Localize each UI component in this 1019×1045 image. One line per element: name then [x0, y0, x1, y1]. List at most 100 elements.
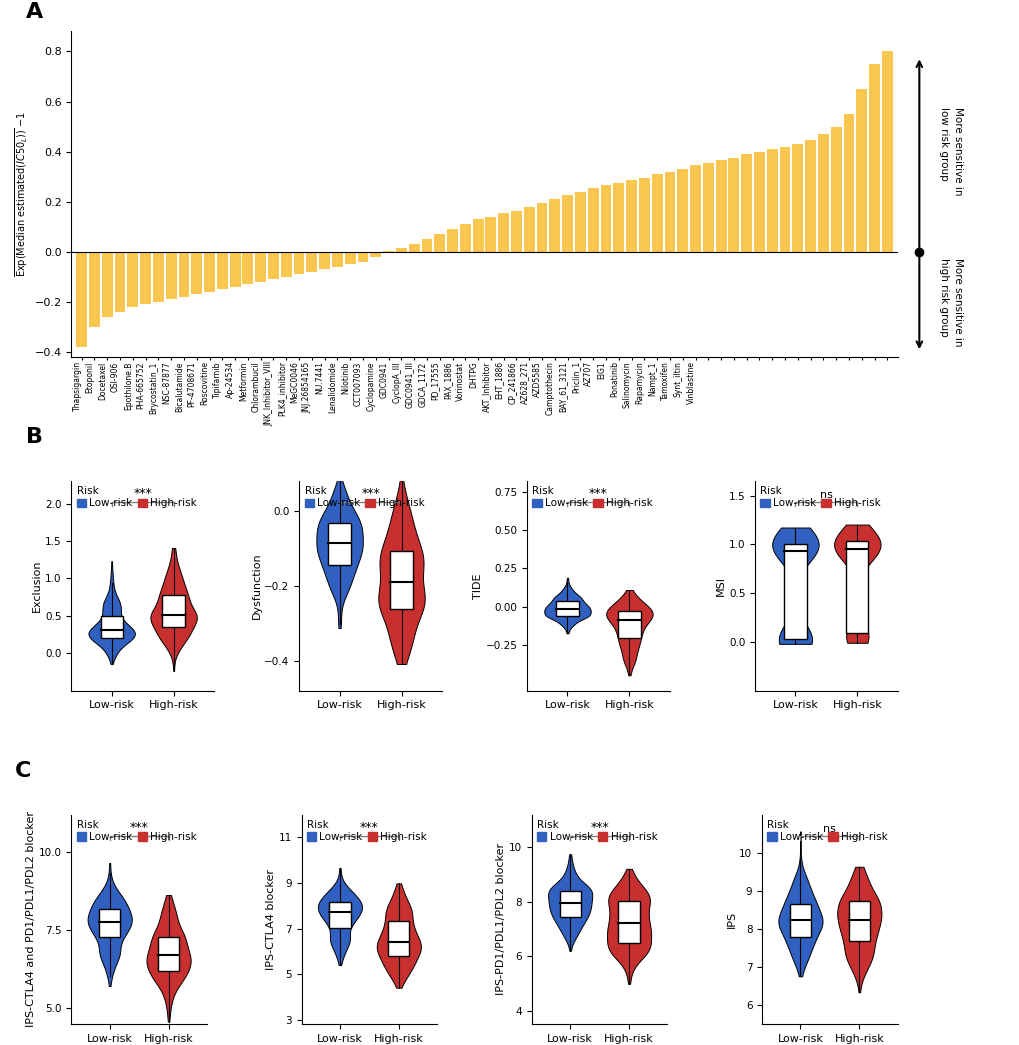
Bar	[846, 541, 867, 633]
Legend: Low-risk, High-risk: Low-risk, High-risk	[537, 820, 656, 842]
Y-axis label: Exp(Median estimated($IC50_H$))
$\overline{\mathrm{Exp}(\mathrm{Median\ estimate: Exp(Median estimated($IC50_H$)) $\overli…	[0, 111, 31, 277]
Bar	[395, 248, 407, 252]
Bar	[843, 114, 854, 252]
Bar	[472, 219, 483, 252]
Bar	[460, 225, 471, 252]
Bar	[158, 937, 179, 972]
Bar	[856, 89, 866, 252]
Bar	[575, 191, 585, 252]
Bar	[114, 252, 125, 312]
Bar	[306, 252, 317, 272]
Bar	[536, 203, 547, 252]
Bar	[881, 51, 892, 252]
Legend: Low-risk, High-risk: Low-risk, High-risk	[307, 820, 427, 842]
Bar	[204, 252, 215, 292]
Bar	[868, 64, 879, 252]
Y-axis label: Dysfunction: Dysfunction	[252, 553, 261, 620]
Y-axis label: IPS-PD1/PDL1/PDL2 blocker: IPS-PD1/PDL1/PDL2 blocker	[496, 843, 505, 996]
Legend: Low-risk, High-risk: Low-risk, High-risk	[759, 486, 879, 509]
Bar	[829, 126, 841, 252]
Bar	[789, 904, 810, 936]
Text: C: C	[14, 761, 31, 781]
Bar	[165, 252, 176, 300]
Bar	[511, 210, 522, 252]
Text: ***: ***	[129, 820, 149, 834]
Bar	[370, 252, 381, 257]
Bar	[229, 252, 240, 287]
Bar	[162, 596, 184, 627]
Bar	[409, 245, 419, 252]
Bar	[102, 252, 112, 317]
Bar	[331, 252, 342, 266]
Bar	[690, 165, 700, 252]
Bar	[555, 601, 578, 616]
Bar	[600, 185, 610, 252]
Bar	[434, 234, 444, 252]
Bar	[358, 252, 368, 262]
Legend: Low-risk, High-risk: Low-risk, High-risk	[305, 486, 424, 509]
Bar	[101, 616, 122, 637]
Bar	[255, 252, 266, 282]
Bar	[848, 901, 869, 942]
Bar	[217, 252, 227, 289]
Bar	[612, 183, 624, 252]
Text: More sensitive in
high risk group: More sensitive in high risk group	[937, 258, 962, 346]
Y-axis label: TIDE: TIDE	[473, 573, 482, 599]
Bar	[792, 144, 803, 252]
Y-axis label: MSI: MSI	[715, 576, 726, 596]
Bar	[784, 543, 806, 640]
Bar	[741, 154, 751, 252]
Bar	[446, 229, 458, 252]
Y-axis label: Exclusion: Exclusion	[33, 560, 42, 612]
Bar	[89, 252, 100, 327]
Text: ***: ***	[361, 487, 379, 501]
Bar	[280, 252, 291, 277]
Bar	[618, 901, 639, 944]
Bar	[328, 522, 351, 564]
Bar	[178, 252, 190, 297]
Text: A: A	[25, 2, 43, 22]
Bar	[319, 252, 330, 270]
Bar	[344, 252, 356, 264]
Text: ns: ns	[819, 490, 832, 501]
Bar	[753, 152, 764, 252]
Bar	[497, 213, 508, 252]
Bar	[618, 611, 640, 637]
Bar	[388, 922, 409, 956]
Bar	[390, 551, 413, 609]
Bar	[715, 160, 726, 252]
Y-axis label: IPS-CTLA4 and PD1/PDL1/PDL2 blocker: IPS-CTLA4 and PD1/PDL1/PDL2 blocker	[25, 811, 36, 1027]
Bar	[677, 169, 688, 252]
Legend: Low-risk, High-risk: Low-risk, High-risk	[766, 820, 887, 842]
Bar	[559, 890, 580, 916]
Y-axis label: IPS-CTLA4 blocker: IPS-CTLA4 blocker	[266, 868, 275, 970]
Bar	[663, 171, 675, 252]
Legend: Low-risk, High-risk: Low-risk, High-risk	[532, 486, 652, 509]
Y-axis label: IPS: IPS	[726, 911, 736, 928]
Bar	[268, 252, 278, 279]
Bar	[587, 188, 598, 252]
Bar	[804, 140, 815, 252]
Bar	[99, 909, 120, 936]
Text: ***: ***	[589, 487, 607, 501]
Bar	[293, 252, 305, 275]
Bar	[383, 251, 393, 252]
Text: ns: ns	[822, 823, 836, 834]
Bar	[549, 200, 559, 252]
Legend: Low-risk, High-risk: Low-risk, High-risk	[76, 486, 197, 509]
Text: ***: ***	[133, 487, 152, 501]
Bar	[638, 178, 649, 252]
Bar	[329, 902, 351, 928]
Bar	[651, 175, 662, 252]
Bar	[817, 134, 828, 252]
Text: More sensitive in
low risk group: More sensitive in low risk group	[937, 108, 962, 195]
Bar	[728, 158, 739, 252]
Text: ***: ***	[590, 820, 608, 834]
Bar	[524, 207, 534, 252]
Bar	[626, 181, 637, 252]
Bar	[485, 216, 496, 252]
Bar	[76, 252, 87, 347]
Bar	[561, 195, 573, 252]
Bar	[127, 252, 139, 307]
Bar	[702, 163, 713, 252]
